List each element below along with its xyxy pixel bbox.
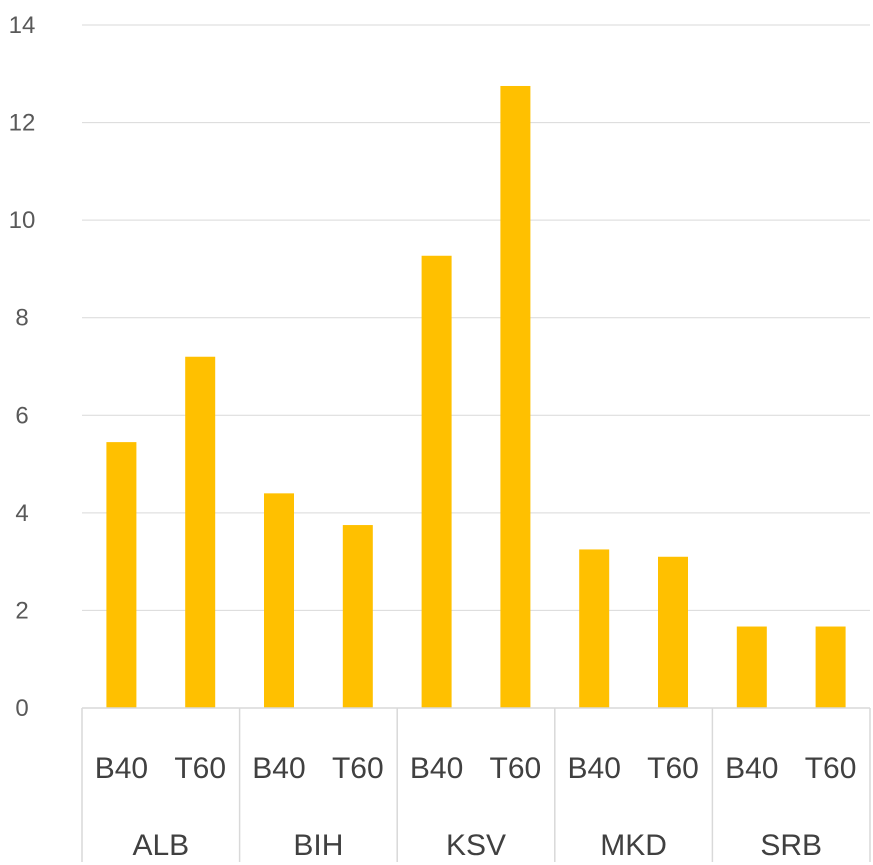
x-subcategory-label: B40 <box>252 752 305 785</box>
bar-alb-b40 <box>106 442 137 708</box>
bars <box>106 85 846 709</box>
y-axis-ticks: 0 2 4 6 8 10 12 14 <box>9 12 36 722</box>
bar-alb-t60 <box>185 356 216 708</box>
x-subcategory-label: B40 <box>95 752 148 785</box>
bar-mkd-t60 <box>658 556 688 708</box>
bar-ksv-t60 <box>500 85 531 709</box>
bar-ksv-b40 <box>421 255 452 709</box>
bar-srb-b40 <box>736 626 767 708</box>
x-subcategory-label: T60 <box>805 752 857 785</box>
x-subcategory-label: B40 <box>568 752 621 785</box>
y-tick-label: 8 <box>15 305 28 332</box>
x-subcategory-label: T60 <box>647 752 699 785</box>
y-tick-label: 14 <box>9 12 36 39</box>
y-tick-label: 6 <box>15 402 28 429</box>
y-tick-label: 4 <box>15 500 28 527</box>
x-category-label: KSV <box>446 829 506 862</box>
x-axis: B40 T60 ALB B40 T60 BIH B40 T60 KSV B40 T60 MKD B40 T… <box>81 707 871 862</box>
bar-mkd-b40 <box>579 549 610 708</box>
x-subcategory-label: T60 <box>490 752 542 785</box>
x-subcategory-label: T60 <box>332 752 384 785</box>
x-subcategory-label: B40 <box>410 752 463 785</box>
x-category-label: MKD <box>600 829 667 862</box>
y-tick-label: 2 <box>15 597 28 624</box>
y-tick-label: 0 <box>15 695 28 722</box>
x-subcategory-label: T60 <box>174 752 226 785</box>
x-category-label: SRB <box>760 829 822 862</box>
bar-bih-b40 <box>264 493 294 708</box>
y-tick-label: 10 <box>9 207 36 234</box>
x-category-label: BIH <box>293 829 343 862</box>
y-tick-label: 12 <box>9 110 36 137</box>
bar-srb-t60 <box>815 626 846 708</box>
bar-bih-t60 <box>342 525 373 708</box>
x-category-label: ALB <box>132 829 189 862</box>
x-subcategory-label: B40 <box>725 752 778 785</box>
